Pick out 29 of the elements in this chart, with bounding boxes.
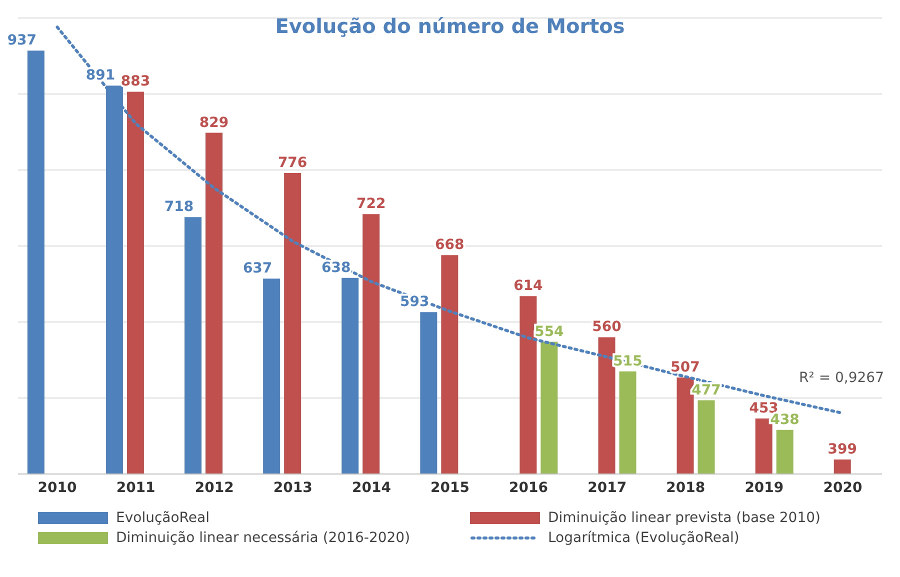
annotation: R² = 0,9267 bbox=[799, 370, 884, 386]
data-label: 507 bbox=[670, 359, 700, 376]
x-tick-label: 2012 bbox=[194, 480, 234, 496]
data-label: 668 bbox=[435, 237, 464, 254]
x-tick-label: 2014 bbox=[352, 480, 392, 496]
legend-label: EvoluçãoReal bbox=[116, 510, 210, 526]
x-tick-label: 2019 bbox=[744, 480, 784, 496]
data-label: 560 bbox=[592, 319, 622, 336]
x-tick-label: 2016 bbox=[509, 480, 548, 496]
data-label: 937 bbox=[7, 32, 37, 49]
data-label: 637 bbox=[242, 260, 272, 277]
data-label: 614 bbox=[514, 278, 544, 294]
legend-label: Logarítmica (EvoluçãoReal) bbox=[548, 530, 740, 546]
data-label: 776 bbox=[278, 155, 308, 172]
data-label: 722 bbox=[356, 196, 386, 212]
x-tick-label: 2017 bbox=[588, 480, 627, 496]
x-tick-label: 2013 bbox=[273, 480, 312, 496]
x-tick-label: 2015 bbox=[430, 480, 470, 496]
legend-label: Diminuição linear necessária (2016-2020) bbox=[116, 530, 410, 546]
data-label: 883 bbox=[120, 74, 150, 90]
data-label: 829 bbox=[199, 114, 229, 131]
data-label: 718 bbox=[164, 199, 194, 216]
x-tick-label: 2010 bbox=[38, 480, 78, 496]
legend-label: Diminuição linear prevista (base 2010) bbox=[548, 510, 820, 526]
chart-title: Evolução do número de Mortos bbox=[274, 14, 626, 38]
x-tick-label: 2011 bbox=[116, 480, 156, 496]
x-tick-label: 2018 bbox=[666, 480, 706, 496]
data-label: 399 bbox=[828, 442, 857, 458]
x-tick-label: 2020 bbox=[823, 480, 862, 496]
